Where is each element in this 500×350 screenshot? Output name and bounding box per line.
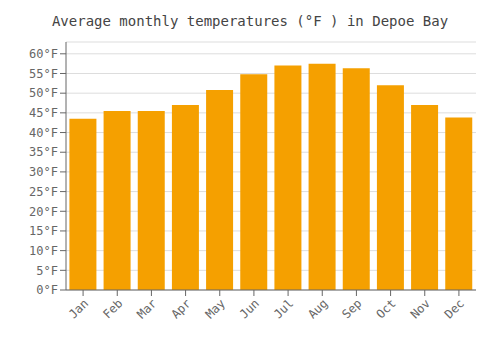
svg-text:Apr: Apr [168,296,193,321]
svg-text:Dec: Dec [442,296,467,321]
html-text:Average monthly temperatures (: Average monthly temperatures (°F ) in De… [51,13,449,29]
svg-text:May: May [203,296,228,321]
svg-text:0°F: 0°F [36,283,58,297]
svg-text:50°F: 50°F [29,86,58,100]
svg-text:Jan: Jan [66,296,91,321]
svg-text:15°F: 15°F [29,224,58,238]
svg-text:Aug: Aug [305,296,330,321]
svg-text:Jun: Jun [237,296,262,321]
svg-text:Jul: Jul [271,296,296,321]
svg-text:20°F: 20°F [29,205,58,219]
svg-text:5°F: 5°F [36,264,58,278]
svg-text:40°F: 40°F [29,126,58,140]
svg-text:55°F: 55°F [29,67,58,81]
svg-text:Oct: Oct [373,296,398,321]
svg-text:60°F: 60°F [29,47,58,61]
svg-text:25°F: 25°F [29,185,58,199]
svg-text:45°F: 45°F [29,106,58,120]
svg-text:Mar: Mar [134,296,159,321]
svg-text:Sep: Sep [339,296,364,321]
svg-text:10°F: 10°F [29,244,58,258]
svg-text:Nov: Nov [408,296,433,321]
svg-text:30°F: 30°F [29,165,58,179]
svg-text:Feb: Feb [100,296,125,321]
svg-text:35°F: 35°F [29,145,58,159]
